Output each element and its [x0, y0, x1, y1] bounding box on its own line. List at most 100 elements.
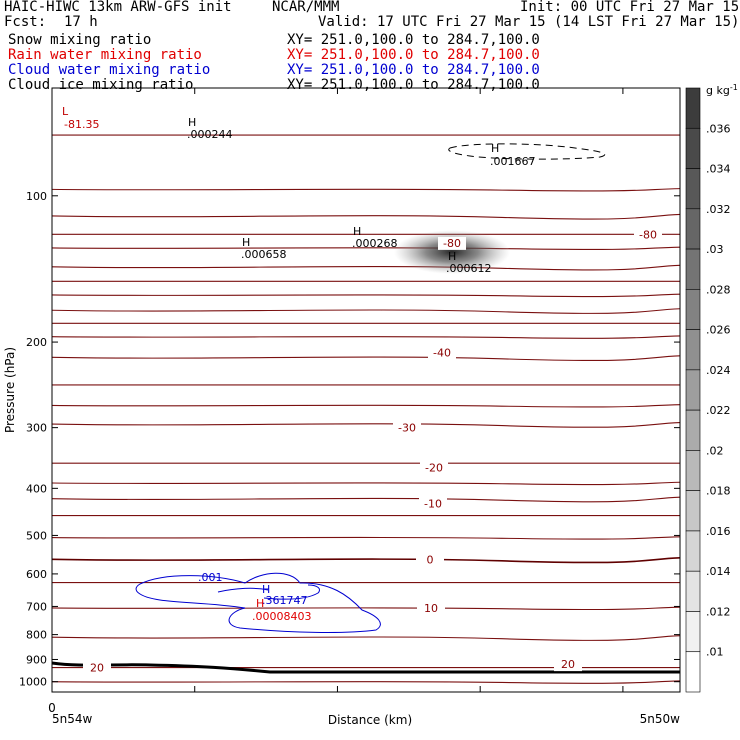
colorbar-label: .032 [706, 203, 731, 216]
field-xy-2: XY= 251.0,100.0 to 284.7,100.0 [287, 62, 540, 78]
field-xy-1: XY= 251.0,100.0 to 284.7,100.0 [287, 47, 540, 63]
org-label: NCAR/MMM [272, 0, 340, 15]
field-xy-0: XY= 251.0,100.0 to 284.7,100.0 [287, 32, 540, 48]
colorbar-label: .018 [706, 485, 731, 498]
isotherm-label-bg [416, 553, 444, 567]
colorbar-label: .036 [706, 122, 731, 135]
field-name-3: Cloud ice mixing ratio [8, 77, 194, 93]
x-start-label: 5n54w [52, 712, 93, 726]
extremum-mark: H [353, 225, 361, 238]
isotherm-line [51, 264, 681, 271]
colorbar-swatch [685, 168, 701, 210]
extremum-value: .361747 [262, 594, 308, 607]
cloud-water-inner [217, 584, 321, 600]
isotherm-label: -20 [425, 461, 443, 474]
isotherm-label: 10 [424, 602, 438, 615]
field-name-1: Rain water mixing ratio [8, 47, 202, 63]
valid-label: Valid: 17 UTC Fri 27 Mar 15 (14 LST Fri … [318, 14, 740, 30]
isotherm-label: -80 [639, 228, 657, 241]
snow-max-shading [394, 230, 510, 274]
y-tick-label: 400 [26, 482, 47, 495]
extremum-mark: H [262, 583, 270, 596]
x-axis-ticks [51, 88, 624, 692]
field-name-0: Snow mixing ratio [8, 32, 152, 48]
isotherm-line [51, 213, 681, 220]
terrain-line [51, 661, 680, 674]
colorbar-label: .034 [706, 163, 731, 176]
y-tick-label: 1000 [19, 676, 47, 689]
y-tick-label: 500 [26, 529, 47, 542]
isotherm-label: 0 [427, 553, 434, 566]
colorbar-label: .02 [706, 444, 724, 457]
init-label: Init: 00 UTC Fri 27 Mar 15 [520, 0, 740, 15]
colorbar-swatch [685, 530, 701, 572]
isotherm-lines [51, 134, 681, 684]
y-tick-label: 600 [26, 568, 47, 581]
extremum-mark: H [256, 597, 264, 610]
isotherm-label-bg [634, 228, 662, 242]
colorbar-swatch [685, 409, 701, 451]
fcst-label: Fcst: [4, 14, 47, 30]
colorbar-swatch [685, 208, 701, 250]
extremum-value: .000658 [241, 248, 287, 261]
isotherm-line [51, 481, 681, 486]
fcst-value: 17 h [64, 14, 98, 30]
y-tick-label: 700 [26, 600, 47, 613]
colorbar-swatch [685, 248, 701, 290]
extremum-value: .00008403 [252, 610, 312, 623]
extremum-value: .000268 [352, 237, 398, 250]
isotherm-line [51, 536, 681, 540]
isotherm-line [51, 404, 681, 408]
colorbar-swatch [685, 450, 701, 491]
colorbar-unit: g kg-1 [706, 83, 738, 97]
isotherm-label: 20 [90, 662, 104, 675]
isotherm-label: -30 [398, 422, 416, 435]
y-tick-label: 800 [26, 629, 47, 642]
isotherm-label-bg [438, 236, 466, 250]
y-axis-label: Pressure (hPa) [3, 347, 17, 433]
isotherm-label-bg [428, 346, 456, 360]
isotherm-label: -80 [443, 237, 461, 250]
colorbar-swatch [685, 570, 701, 612]
y-tick-label: 300 [26, 422, 47, 435]
isotherm-label: -10 [424, 498, 442, 511]
extremum-mark: H [448, 250, 456, 263]
isotherm-label-bg [420, 461, 448, 475]
extremum-mark: L [62, 105, 69, 118]
colorbar-label: .012 [706, 605, 731, 618]
isotherm-line [51, 422, 681, 428]
isotherm-line [51, 188, 681, 192]
colorbar-label: .014 [706, 565, 731, 578]
isotherm-line [51, 606, 681, 611]
isotherm-label: -40 [433, 346, 451, 359]
colorbar-swatch [685, 127, 701, 169]
extremum-value: .000612 [446, 262, 492, 275]
colorbar-label: .024 [706, 364, 731, 377]
extremum-value: .000244 [187, 128, 233, 141]
isotherm-line [51, 293, 681, 298]
colorbar: .036 .034 .032 .03 .028 .026 .024 .022 .02 .018 .0… [685, 87, 731, 693]
field-xy-3: XY= 251.0,100.0 to 284.7,100.0 [287, 77, 540, 93]
isotherm-line [51, 335, 681, 339]
isotherm-label-bg [419, 497, 447, 511]
isotherm-label-bg [393, 421, 421, 435]
colorbar-label: .028 [706, 283, 731, 296]
isotherm-line [51, 308, 681, 314]
colorbar-label: .01 [706, 646, 724, 659]
y-tick-label: 200 [26, 336, 47, 349]
isotherm-line [51, 680, 681, 684]
extrema-labels: L-81.35 H.000244H.001667H.000658H.000268H… [62, 105, 536, 623]
y-tick-label: 900 [26, 653, 47, 666]
isotherm-line [51, 355, 681, 362]
colorbar-label: .022 [706, 404, 731, 417]
colorbar-label: .016 [706, 525, 731, 538]
extremum-mark: H [188, 116, 196, 129]
isotherm-labels: -80 -80 -40 -30 -20 -10 0 10 20 20 [83, 228, 662, 675]
colorbar-label: .03 [706, 243, 724, 256]
colorbar-swatch [685, 611, 701, 653]
isotherm-line [51, 557, 681, 564]
extremum-value: .001667 [490, 155, 536, 168]
y-tick-label: 100 [26, 190, 47, 203]
